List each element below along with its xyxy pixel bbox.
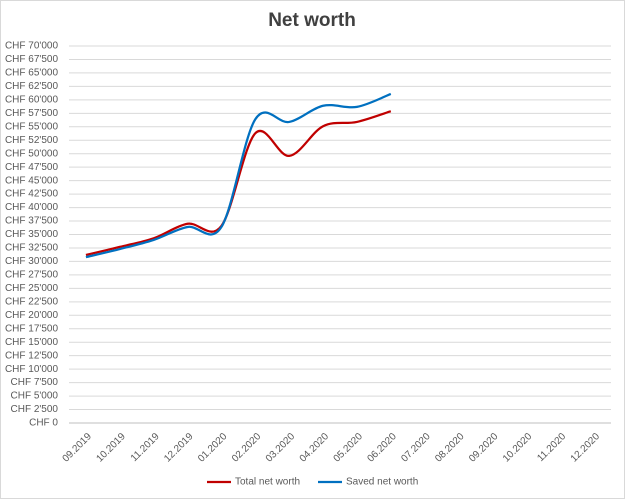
y-tick-label: CHF 45'000 (5, 175, 58, 186)
legend-label: Saved net worth (346, 477, 418, 488)
y-tick-label: CHF 0 (29, 418, 58, 429)
y-tick-label: CHF 30'000 (5, 256, 58, 267)
y-tick-label: CHF 52'500 (5, 135, 58, 146)
y-tick-label: CHF 60'000 (5, 94, 58, 105)
y-tick-label: CHF 5'000 (11, 391, 59, 402)
y-tick-label: CHF 2'500 (11, 404, 59, 415)
y-tick-label: CHF 47'500 (5, 162, 58, 173)
y-tick-label: CHF 20'000 (5, 310, 58, 321)
y-tick-label: CHF 35'000 (5, 229, 58, 240)
y-tick-label: CHF 67'500 (5, 54, 58, 65)
y-tick-label: CHF 42'500 (5, 189, 58, 200)
y-tick-label: CHF 25'000 (5, 283, 58, 294)
y-tick-label: CHF 10'000 (5, 364, 58, 375)
line-series (85, 110, 392, 257)
line-series (85, 92, 392, 259)
legend-label: Total net worth (235, 477, 300, 488)
y-tick-label: CHF 32'500 (5, 243, 58, 254)
y-tick-label: CHF 17'500 (5, 323, 58, 334)
chart-title: Net worth (268, 10, 356, 31)
y-tick-label: CHF 55'000 (5, 121, 58, 132)
y-tick-label: CHF 50'000 (5, 148, 58, 159)
y-tick-label: CHF 57'500 (5, 108, 58, 119)
y-tick-label: CHF 7'500 (11, 377, 59, 388)
y-tick-label: CHF 37'500 (5, 216, 58, 227)
y-tick-label: CHF 65'000 (5, 68, 58, 79)
y-tick-label: CHF 12'500 (5, 350, 58, 361)
y-tick-label: CHF 40'000 (5, 202, 58, 213)
y-tick-label: CHF 62'500 (5, 81, 58, 92)
y-tick-label: CHF 22'500 (5, 296, 58, 307)
y-tick-label: CHF 70'000 (5, 41, 58, 52)
y-tick-label: CHF 27'500 (5, 270, 58, 281)
y-tick-label: CHF 15'000 (5, 337, 58, 348)
